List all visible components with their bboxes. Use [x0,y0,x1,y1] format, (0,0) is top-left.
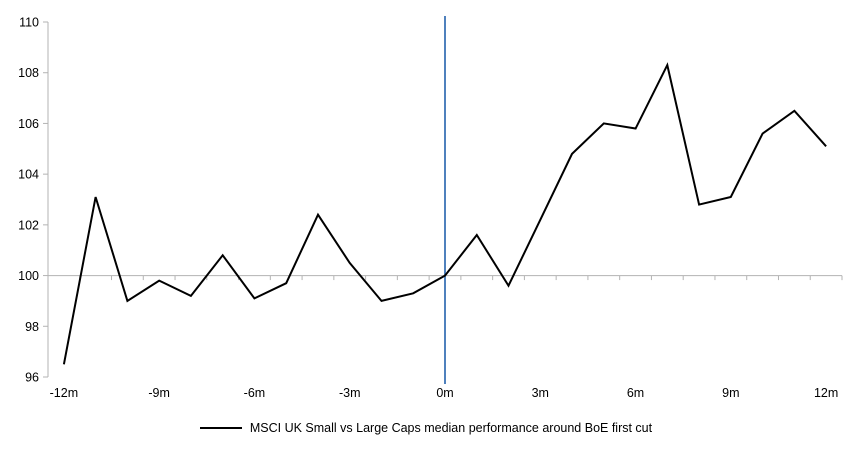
x-axis-tick-label: 12m [814,386,838,400]
x-axis-tick-label: 3m [532,386,549,400]
x-axis-tick-label: -6m [244,386,266,400]
legend-series-label: MSCI UK Small vs Large Caps median perfo… [249,421,653,435]
x-axis-tick-label: 9m [722,386,739,400]
line-chart: 96 98 100 102 104 106 108 110 -12m -9m -6m -3m 0m 3m 6… [18,16,843,400]
x-axis-tick-label: 6m [627,386,644,400]
y-axis-tick-label: 108 [18,66,39,80]
y-axis-tick-label: 110 [19,16,39,30]
y-axis-tick-label: 102 [18,218,39,232]
legend: MSCI UK Small vs Large Caps median perfo… [0,421,852,435]
legend-line-swatch [199,427,242,429]
x-axis-tick-label: -12m [50,386,78,400]
y-axis-tick-label: 98 [25,320,39,334]
x-axis-tick-label: -3m [339,386,361,400]
y-axis-tick-label: 104 [18,168,39,182]
y-axis-tick-label: 106 [18,117,39,131]
x-axis-tick-label: 0m [436,386,453,400]
y-axis-tick-label: 100 [18,269,39,283]
x-axis-tick-label: -9m [148,386,170,400]
y-axis-tick-label: 96 [25,371,39,385]
series-line [62,62,827,365]
